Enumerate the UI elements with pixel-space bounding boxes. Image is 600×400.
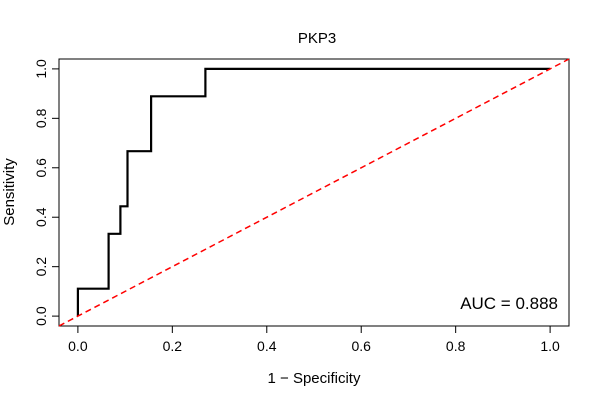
reference-diagonal-line xyxy=(58,58,570,327)
roc-curve xyxy=(76,67,551,317)
x-tick-label: 0.6 xyxy=(351,338,371,354)
x-tick-label: 0.0 xyxy=(68,338,88,354)
auc-annotation: AUC = 0.888 xyxy=(460,294,558,313)
x-tick-label: 1.0 xyxy=(540,338,560,354)
x-tick-label: 0.8 xyxy=(446,338,466,354)
x-tick-label: 0.4 xyxy=(257,338,277,354)
plot-frame xyxy=(58,58,570,327)
x-axis: 0.0 0.2 0.4 0.6 0.8 1.0 xyxy=(68,325,560,354)
y-tick-label: 0.0 xyxy=(33,306,49,326)
chart-title: PKP3 xyxy=(298,30,336,47)
y-tick-label: 0.6 xyxy=(33,158,49,178)
y-axis: 0.0 0.2 0.4 0.6 0.8 1.0 xyxy=(33,59,60,326)
y-tick-label: 0.8 xyxy=(33,108,49,128)
series-group xyxy=(58,58,570,327)
y-tick-label: 0.2 xyxy=(33,257,49,277)
x-axis-label: 1 − Specificity xyxy=(268,370,361,387)
x-tick-label: 0.2 xyxy=(163,338,183,354)
y-axis-label: Sensitivity xyxy=(1,158,18,226)
y-tick-label: 0.4 xyxy=(33,207,49,227)
y-tick-label: 1.0 xyxy=(33,59,49,79)
